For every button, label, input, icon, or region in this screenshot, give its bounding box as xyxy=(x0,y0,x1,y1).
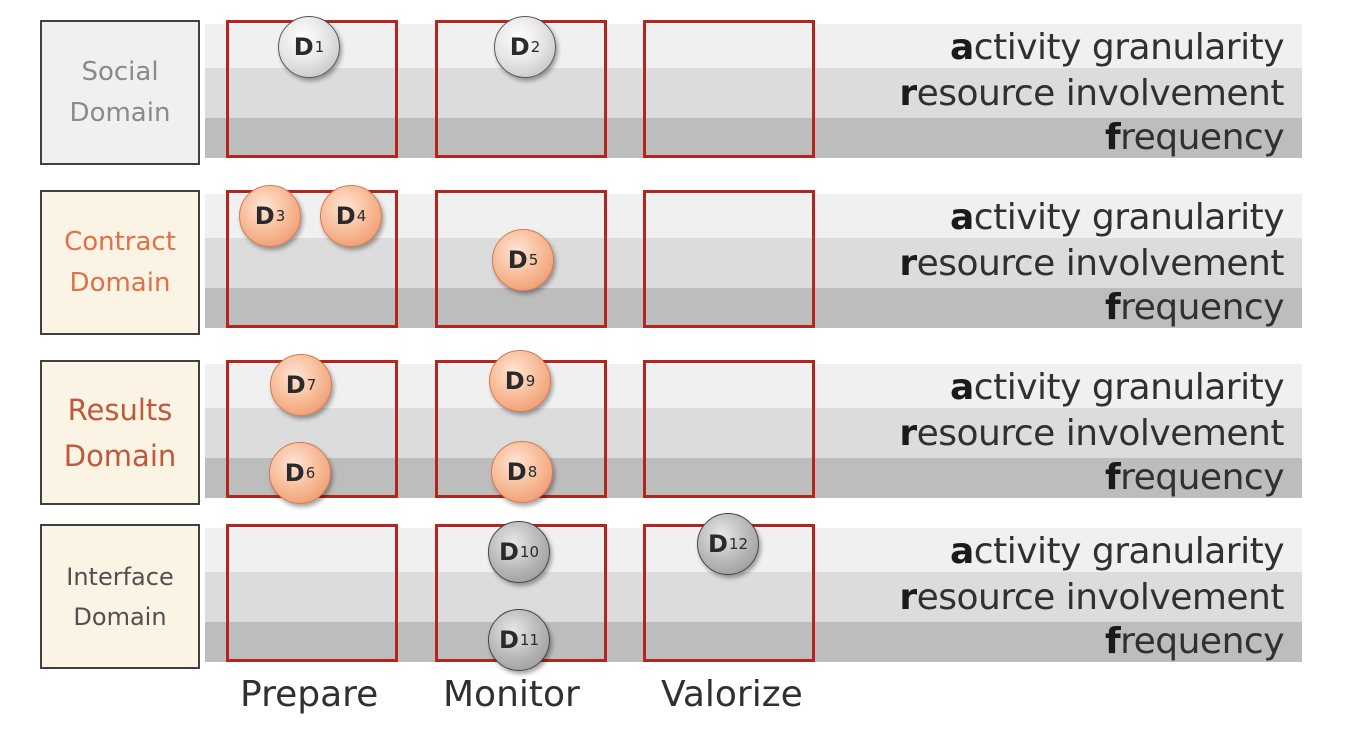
node-d12: D 12 xyxy=(697,513,759,575)
label-activity-granularity: activity granularity xyxy=(949,197,1285,238)
cell-contract-prepare xyxy=(226,190,398,328)
label-frequency: frequency xyxy=(1104,457,1285,498)
band-activity-granularity xyxy=(205,194,1302,238)
label-resource-involvement: resource involvement xyxy=(899,243,1284,284)
label-activity-granularity: activity granularity xyxy=(949,531,1285,572)
band-resource-involvement xyxy=(205,408,1302,458)
band-resource-involvement xyxy=(205,572,1302,622)
domain-label-line2: Domain xyxy=(69,97,171,128)
cell-social-valorize xyxy=(643,20,815,158)
row-social-domain: Social Domain activity granularity resou… xyxy=(0,16,1346,166)
row-contract-domain: Contract Domain activity granularity res… xyxy=(0,186,1346,336)
row-results-domain: Results Domain activity granularity reso… xyxy=(0,356,1346,506)
label-resource-involvement: resource involvement xyxy=(899,413,1284,454)
phase-label-monitor: Monitor xyxy=(443,674,580,715)
band-activity-granularity xyxy=(205,364,1302,408)
domain-label-line2: Domain xyxy=(63,438,177,473)
node-d10: D 10 xyxy=(488,521,550,583)
domain-box-contract: Contract Domain xyxy=(40,190,200,335)
domain-label-line2: Domain xyxy=(73,602,167,631)
label-activity-granularity: activity granularity xyxy=(949,27,1285,68)
node-d11: D 11 xyxy=(488,609,550,671)
label-frequency: frequency xyxy=(1104,621,1285,662)
domain-label-line1: Social xyxy=(81,56,159,87)
band-frequency xyxy=(205,622,1302,662)
cell-interface-prepare xyxy=(226,524,398,662)
band-frequency xyxy=(205,118,1302,158)
label-frequency: frequency xyxy=(1104,117,1285,158)
cell-contract-monitor xyxy=(435,190,607,328)
band-frequency xyxy=(205,288,1302,328)
domain-box-interface: Interface Domain xyxy=(40,524,200,669)
band-resource-involvement xyxy=(205,238,1302,288)
phase-label-prepare: Prepare xyxy=(240,674,379,715)
row-interface-domain: Interface Domain activity granularity re… xyxy=(0,520,1346,670)
domain-box-social: Social Domain xyxy=(40,20,200,165)
domain-label-line1: Results xyxy=(67,392,173,427)
band-frequency xyxy=(205,458,1302,498)
domain-box-results: Results Domain xyxy=(40,360,200,505)
phase-label-valorize: Valorize xyxy=(661,674,803,715)
label-activity-granularity: activity granularity xyxy=(949,367,1285,408)
domain-label-line1: Contract xyxy=(64,226,176,257)
label-resource-involvement: resource involvement xyxy=(899,577,1284,618)
cell-results-valorize xyxy=(643,360,815,498)
label-frequency: frequency xyxy=(1104,287,1285,328)
cell-contract-valorize xyxy=(643,190,815,328)
domain-label-line1: Interface xyxy=(66,562,174,591)
band-resource-involvement xyxy=(205,68,1302,118)
label-resource-involvement: resource involvement xyxy=(899,73,1284,114)
domain-label-line2: Domain xyxy=(69,267,171,298)
band-activity-granularity xyxy=(205,24,1302,68)
